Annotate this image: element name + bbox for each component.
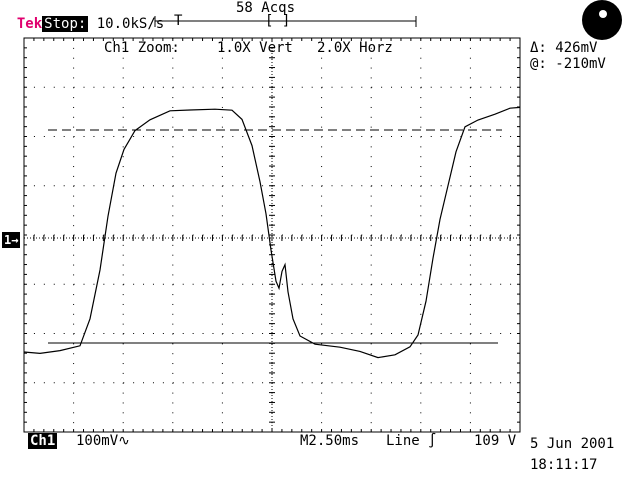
time: 18:11:17 (530, 457, 598, 473)
zoom-vertical: 1.0X Vert (217, 40, 293, 56)
run-stop-indicator-icon (582, 0, 622, 40)
cursor-delta-readout: Δ: 426mV (530, 40, 598, 56)
timebase: M2.50ms (300, 433, 360, 449)
channel1-label[interactable]: Ch1 (28, 433, 58, 449)
brand-logo: Tek (16, 16, 43, 32)
sample-rate: 10.0kS/s (96, 16, 165, 32)
zoom-window-marker[interactable]: [ ] (265, 13, 291, 29)
date: 5 Jun 2001 (530, 436, 615, 452)
cursor-at-readout: @: -210mV (530, 56, 606, 72)
trigger-source: Line ∫ (386, 433, 437, 449)
acquisition-state: Stop: (42, 16, 89, 32)
acquisition-count: 58 Acqs (236, 0, 296, 16)
ch1-waveform-trace (23, 106, 521, 359)
graticule-grid (23, 37, 521, 433)
channel1-ground-marker[interactable]: 1→ (2, 232, 21, 248)
record-view-bar (154, 16, 417, 27)
line-voltage: 109 V (474, 433, 517, 449)
zoom-horizontal: 2.0X Horz (317, 40, 393, 56)
trigger-position-marker[interactable]: T (174, 13, 183, 29)
zoom-channel-label: Ch1 Zoom: (104, 40, 180, 56)
volts-per-div: 100mV∿ (76, 433, 130, 449)
header-bar: Tek Stop: 10.0kS/s (0, 0, 164, 32)
